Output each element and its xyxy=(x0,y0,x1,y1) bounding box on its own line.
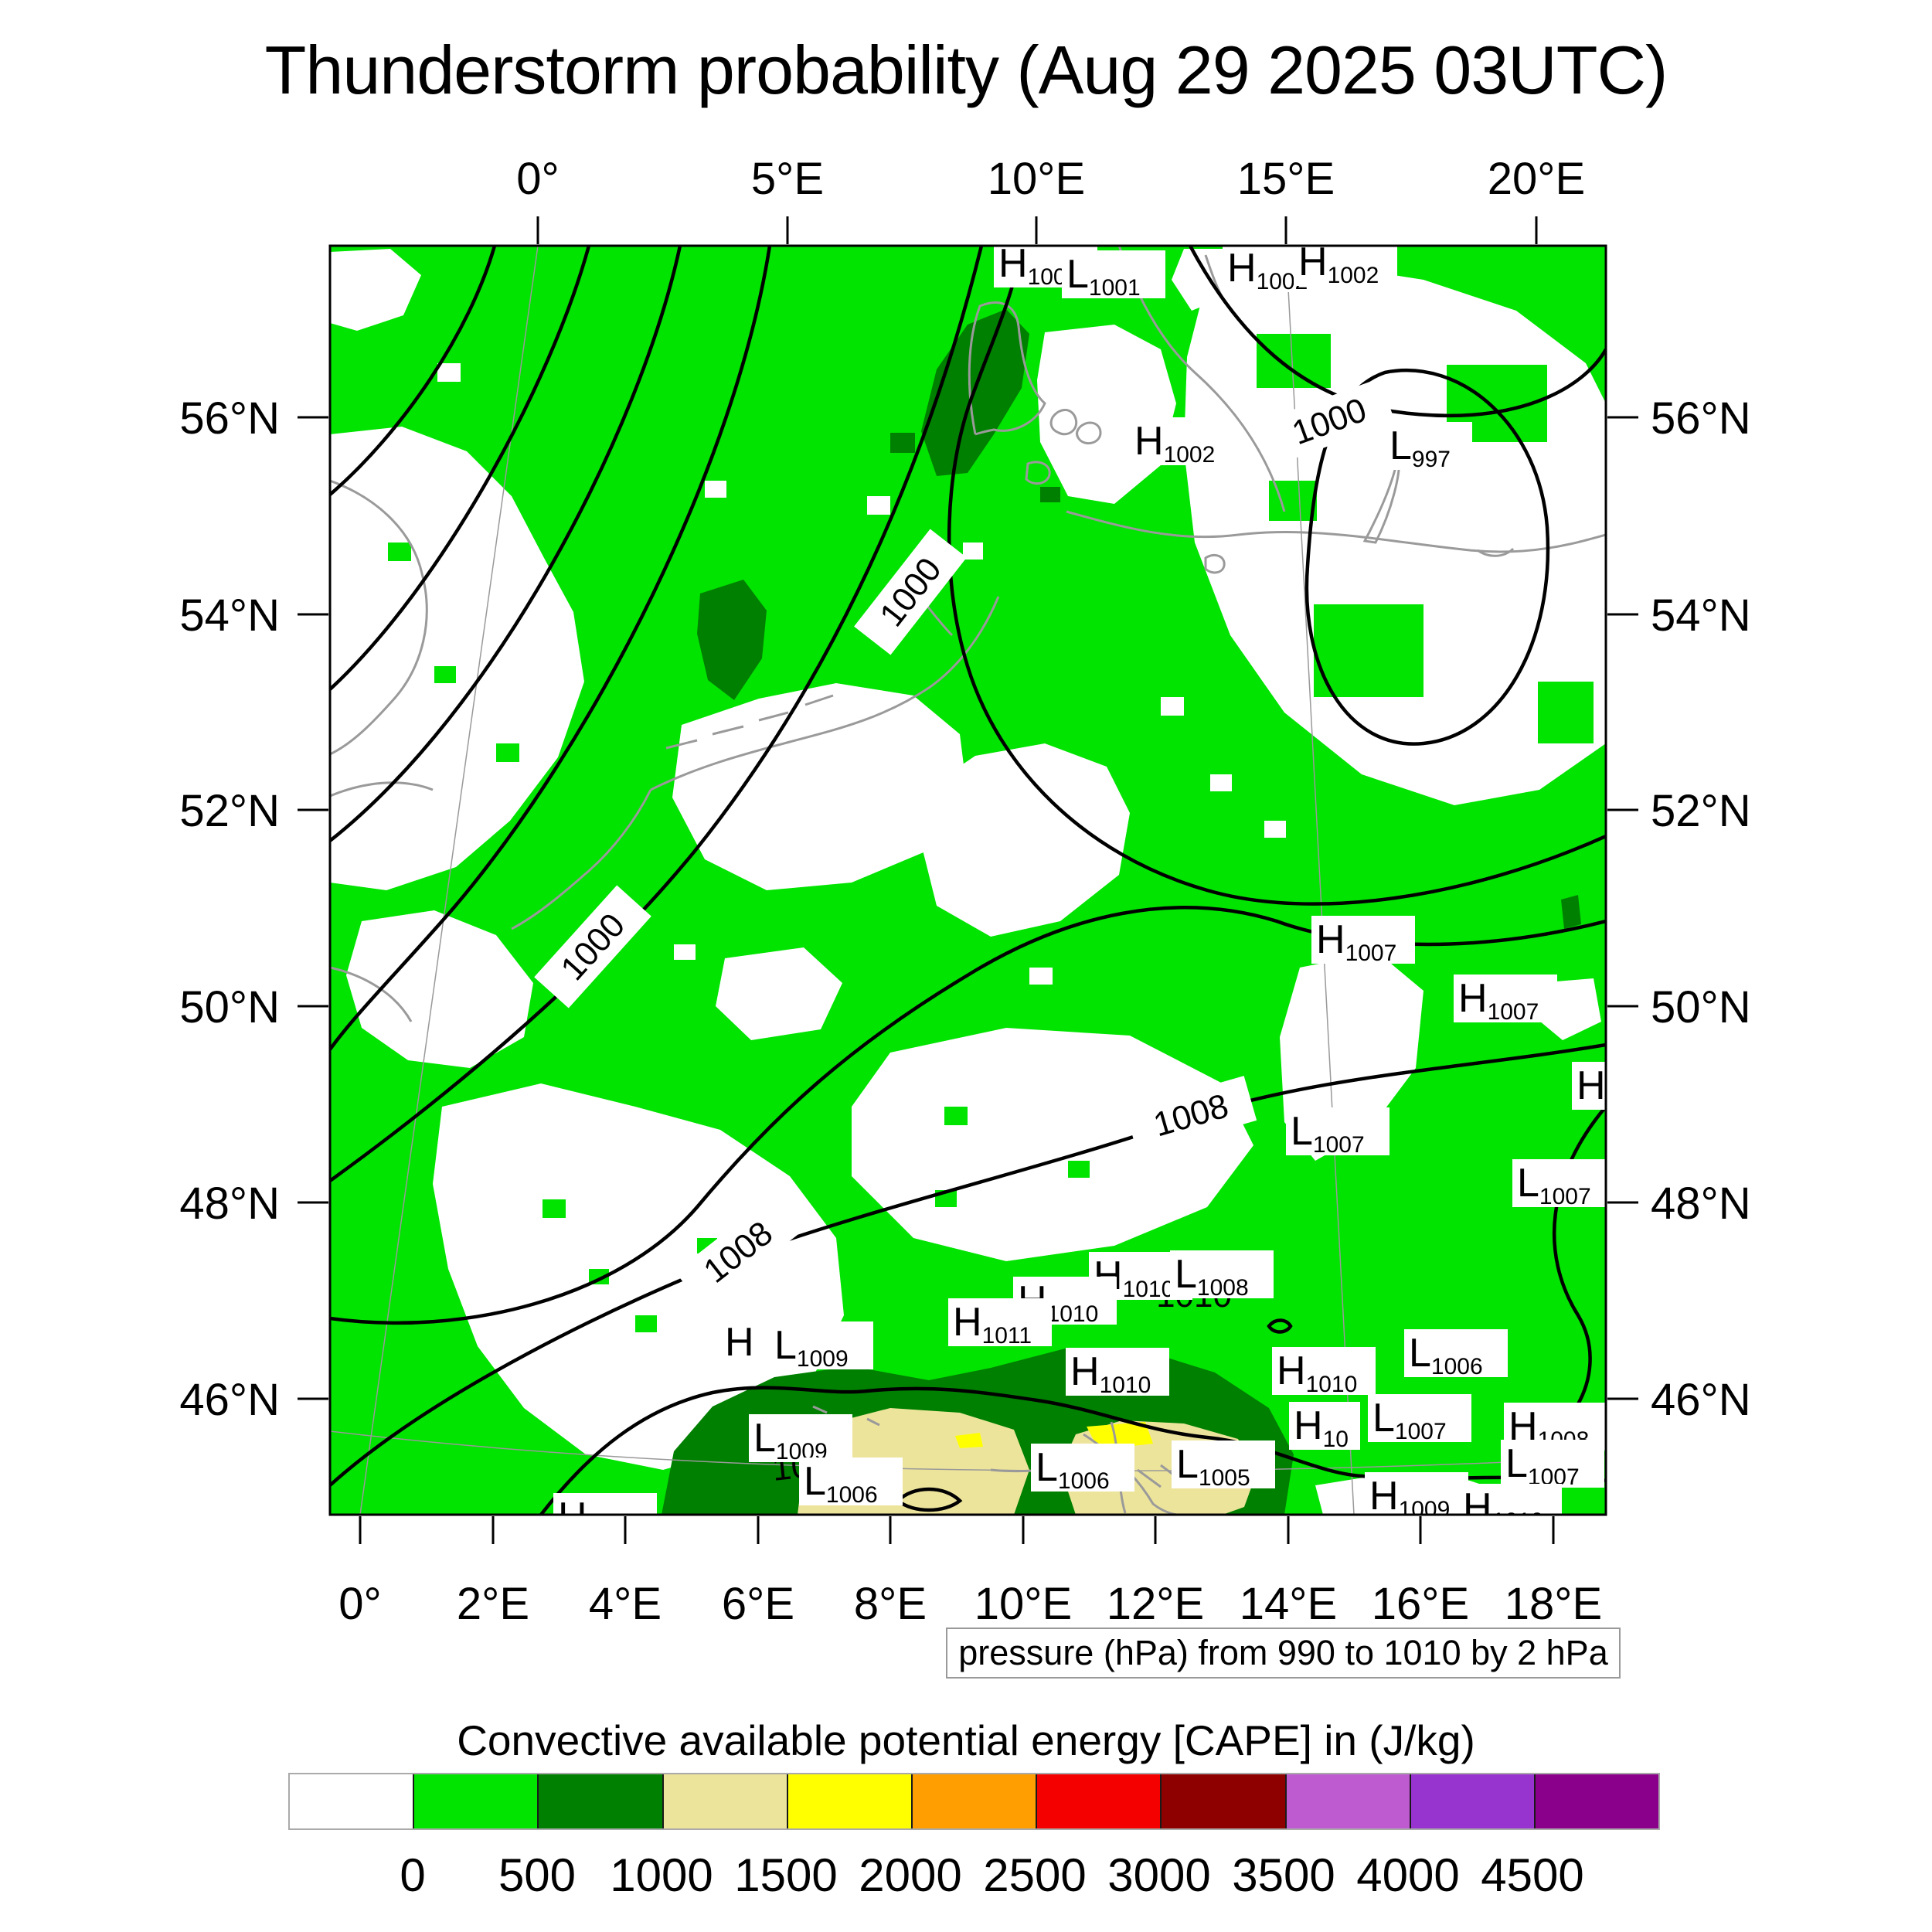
axis-label-top: 5°E xyxy=(750,154,825,204)
colorbar-cell xyxy=(1037,1774,1162,1828)
colorbar-tick-label: 2500 xyxy=(983,1849,1087,1901)
pressure-center-label: H xyxy=(1572,1062,1606,1110)
cape-zero-regions xyxy=(330,249,1606,1515)
legend-title: Convective available potential energy [C… xyxy=(457,1716,1475,1764)
axis-label-bottom: 16°E xyxy=(1371,1579,1470,1629)
axis-label-right: 54°N xyxy=(1651,590,1751,641)
svg-text:H: H xyxy=(1577,1063,1606,1108)
axis-label-bottom: 12°E xyxy=(1106,1579,1205,1629)
axis-label-right: 52°N xyxy=(1651,786,1751,836)
axis-label-bottom: 8°E xyxy=(853,1579,927,1629)
svg-text:H1011: H1011 xyxy=(953,1300,1032,1349)
axis-label-bottom: 6°E xyxy=(721,1579,795,1629)
coastline-paths xyxy=(330,246,1606,1515)
svg-text:L1005: L1005 xyxy=(1176,1442,1250,1491)
pressure-center-label: H1010 xyxy=(1458,1484,1562,1515)
pressure-center-label: H1007 xyxy=(1454,975,1557,1025)
axis-label-right: 50°N xyxy=(1651,982,1751,1032)
pressure-center-label: L1006 xyxy=(799,1458,903,1508)
pressure-center-label: L1005 xyxy=(1172,1440,1275,1491)
pressure-center-label: H1010 xyxy=(1272,1347,1376,1397)
pressure-center-label: L1001 xyxy=(1062,250,1165,301)
axis-label-right: 48°N xyxy=(1651,1179,1751,1229)
pressure-center-label: H1002 xyxy=(1294,246,1397,288)
axis-ticks xyxy=(298,216,1638,1544)
axis-label-left: 48°N xyxy=(179,1179,280,1229)
colorbar-tick-label: 500 xyxy=(498,1849,577,1901)
pressure-center-label: H1009 xyxy=(1365,1472,1468,1515)
axis-label-bottom: 14°E xyxy=(1239,1579,1338,1629)
pressure-center-label: H1007 xyxy=(1311,916,1415,966)
axis-label-right: 56°N xyxy=(1651,393,1751,444)
axis-label-top: 10°E xyxy=(987,154,1086,204)
axis-label-bottom: 2°E xyxy=(456,1579,530,1629)
axis-label-left: 56°N xyxy=(179,393,280,444)
colorbar-cell xyxy=(1286,1774,1411,1828)
colorbar-tick-label: 1500 xyxy=(734,1849,838,1901)
colorbar-cell xyxy=(787,1774,913,1828)
axis-label-bottom: 10°E xyxy=(974,1579,1073,1629)
axis-label-left: 54°N xyxy=(179,590,280,641)
pressure-center-label: H10 xyxy=(1289,1402,1360,1452)
pressure-center-label: L997 xyxy=(1385,422,1472,472)
map-frame xyxy=(328,244,1607,1516)
pressure-caption: pressure (hPa) from 990 to 1010 by 2 hPa xyxy=(946,1628,1621,1679)
colorbar-cell xyxy=(1410,1774,1536,1828)
svg-text:H10: H10 xyxy=(1294,1403,1349,1452)
pressure-center-label: L1006 xyxy=(1404,1329,1508,1379)
pressure-center-label: L1008 xyxy=(1170,1250,1274,1301)
pressure-center-label: L1006 xyxy=(1031,1444,1134,1494)
colorbar-tick-label: 3000 xyxy=(1107,1849,1211,1901)
axis-label-bottom: 18°E xyxy=(1504,1579,1603,1629)
axis-label-top: 20°E xyxy=(1487,154,1586,204)
colorbar-cell xyxy=(663,1774,788,1828)
svg-text:H: H xyxy=(725,1320,754,1365)
colorbar-cell xyxy=(414,1774,539,1828)
colorbar-cell xyxy=(912,1774,1038,1828)
colorbar-cell xyxy=(1535,1774,1659,1828)
colorbar-tick-label: 0 xyxy=(400,1849,426,1901)
pressure-center-label: L1009 xyxy=(749,1414,852,1464)
pressure-center-label: H1002 xyxy=(1130,417,1233,468)
pressure-center-label: H xyxy=(720,1318,760,1366)
pressure-center-label: L1007 xyxy=(1512,1159,1606,1209)
axis-label-bottom: 4°E xyxy=(588,1579,662,1629)
cape-colorbar xyxy=(288,1773,1660,1830)
pressure-center-label: L1009 xyxy=(770,1321,873,1372)
map-labels: 1000100010001008100810101010H1001L1001H1… xyxy=(534,246,1606,1515)
colorbar-tick-label: 2000 xyxy=(859,1849,962,1901)
pressure-center-label: H1011 xyxy=(948,1298,1052,1349)
colorbar-tick-label: 1000 xyxy=(610,1849,713,1901)
colorbar-tick-label: 3500 xyxy=(1232,1849,1335,1901)
axis-label-top: 0° xyxy=(516,154,560,204)
axis-label-left: 46°N xyxy=(179,1375,280,1425)
pressure-center-label: H1012 xyxy=(553,1493,657,1515)
pressure-center-label: L1007 xyxy=(1286,1107,1389,1158)
colorbar-cell xyxy=(290,1774,415,1828)
axis-label-left: 50°N xyxy=(179,982,280,1032)
colorbar-cell xyxy=(539,1774,664,1828)
axis-label-bottom: 0° xyxy=(338,1579,382,1629)
map-layers: 1000100010001008100810101010H1001L1001H1… xyxy=(330,246,1606,1515)
axis-label-top: 15°E xyxy=(1236,154,1335,204)
pressure-center-label: L1007 xyxy=(1368,1394,1471,1444)
pressure-center-label: L1007 xyxy=(1501,1440,1604,1490)
page-title: Thunderstorm probability (Aug 29 2025 03… xyxy=(264,32,1668,108)
pressure-center-label: H1010 xyxy=(1066,1348,1169,1398)
colorbar-tick-label: 4000 xyxy=(1356,1849,1460,1901)
axis-label-left: 52°N xyxy=(179,786,280,836)
colorbar-tick-label: 4500 xyxy=(1481,1849,1584,1901)
axis-label-right: 46°N xyxy=(1651,1375,1751,1425)
colorbar-cell xyxy=(1162,1774,1287,1828)
